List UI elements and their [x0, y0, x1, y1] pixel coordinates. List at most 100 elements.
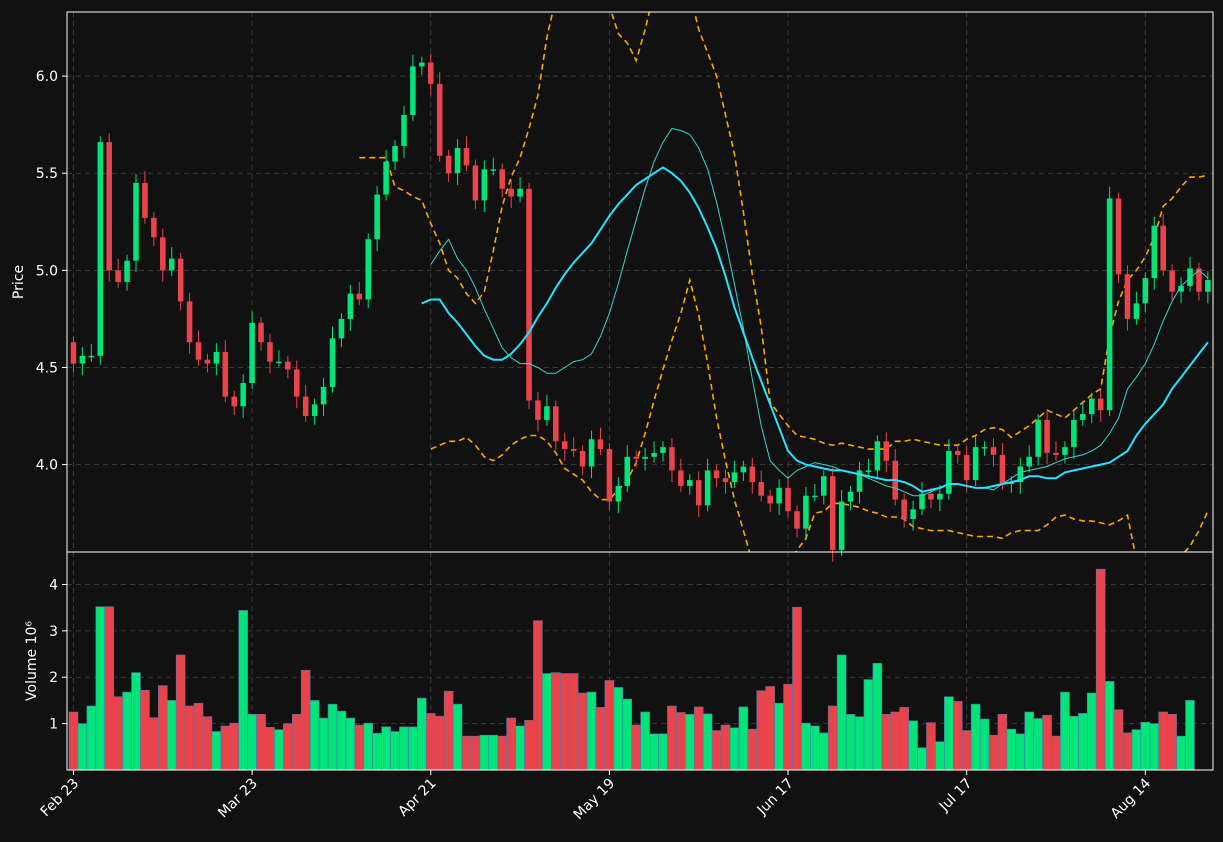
volume-tick-label: 1 [49, 717, 58, 733]
volume-bar [1042, 714, 1052, 770]
volume-bar [220, 725, 231, 770]
volume-bar [68, 711, 79, 770]
candle-body [160, 237, 166, 271]
candle-body [535, 400, 541, 420]
candle-body [1017, 466, 1024, 483]
candle-body [195, 342, 202, 360]
volume-bar [363, 722, 373, 770]
candlesticks [70, 53, 1211, 562]
volume-bar [140, 689, 150, 770]
volume-bar [399, 726, 409, 770]
candle-body [186, 301, 193, 343]
volume-bar [595, 707, 606, 770]
candle-body [79, 355, 86, 364]
volume-bar [506, 717, 516, 770]
volume-bar [1033, 718, 1043, 770]
volume-bar [1078, 713, 1088, 770]
candle-body [678, 470, 684, 486]
price-tick-label: 5.5 [36, 166, 58, 182]
candle-body [812, 495, 818, 498]
candle-body [740, 466, 747, 473]
candle-body [124, 260, 130, 282]
volume-bar [676, 712, 686, 770]
price-panel-frame [66, 11, 1214, 553]
volume-bar [434, 715, 445, 770]
date-tick-label: Jun 17 [754, 776, 797, 819]
volume-bar [649, 733, 659, 770]
candle-body [990, 447, 997, 455]
volume-bar [1104, 681, 1115, 770]
volume-bar [381, 726, 391, 770]
volume-bar [1069, 715, 1079, 770]
volume-bar [747, 728, 758, 770]
candle-body [758, 482, 765, 496]
price-grid [67, 12, 1213, 552]
volume-bar [720, 724, 731, 770]
volume-bar [166, 700, 177, 770]
price-tick-label: 6.0 [36, 69, 58, 85]
volume-bar [131, 672, 141, 770]
candle-body [561, 441, 568, 450]
volume-bar [1176, 735, 1186, 770]
volume-bar [551, 672, 561, 770]
candle-body [553, 406, 559, 442]
candle-body [1035, 419, 1041, 457]
candle-body [776, 487, 782, 504]
volume-bar [738, 706, 749, 770]
candle-body [267, 342, 273, 362]
candle-body [794, 511, 800, 529]
volume-bar [77, 723, 88, 770]
volume-bar [917, 747, 927, 770]
volume-bar [667, 705, 677, 770]
candle-body [1124, 274, 1131, 319]
volume-bar [702, 713, 713, 770]
candle-body [526, 188, 532, 401]
date-x-ticks: Feb 23 Mar 23 Apr 21 May 19 Jun 17 Jul 17 Aug … [38, 770, 1154, 823]
volume-bar [693, 706, 704, 770]
candle-body [838, 501, 845, 551]
candle-body [749, 466, 756, 483]
candle-body [294, 369, 300, 397]
date-tick-label: Apr 21 [395, 776, 439, 820]
candle-body [731, 472, 738, 483]
candle-body [383, 161, 389, 195]
volume-bar [961, 730, 972, 770]
volume-bar [944, 696, 954, 770]
volume-bar [765, 686, 775, 770]
volume-bar [604, 680, 615, 770]
volume-bar [300, 669, 311, 770]
candle-body [937, 493, 943, 500]
candle-body [669, 447, 675, 471]
volume-bar [461, 735, 472, 770]
volume-bar [1158, 711, 1168, 770]
candle-body [454, 147, 461, 174]
volume-bar [542, 673, 552, 770]
volume-bar [1167, 714, 1177, 770]
volume-bar [559, 673, 570, 770]
candle-body [651, 452, 657, 457]
candle-body [168, 258, 175, 271]
candle-body [588, 439, 595, 467]
volume-bar [1015, 733, 1026, 770]
price-panel: 4.0 4.5 5.0 5.5 6.0 Price [11, 11, 1214, 562]
candle-body [928, 493, 934, 500]
volume-bar [622, 698, 633, 770]
candle-body [1026, 456, 1032, 467]
volume-tick-label: 3 [49, 624, 58, 640]
volume-bar [1060, 691, 1070, 770]
volume-bar [872, 663, 883, 770]
upper-band-line [359, 12, 1209, 450]
volume-bar [425, 713, 436, 770]
candle-body [374, 194, 380, 240]
candle-body [356, 293, 363, 300]
candle-body [1169, 270, 1175, 292]
candle-body [847, 491, 854, 502]
candle-body [490, 169, 497, 171]
candle-body [240, 383, 246, 407]
volume-bar [390, 731, 400, 770]
candle-body [231, 396, 238, 407]
candle-body [302, 396, 309, 417]
candle-body [436, 83, 443, 156]
volume-bar [1086, 692, 1097, 770]
